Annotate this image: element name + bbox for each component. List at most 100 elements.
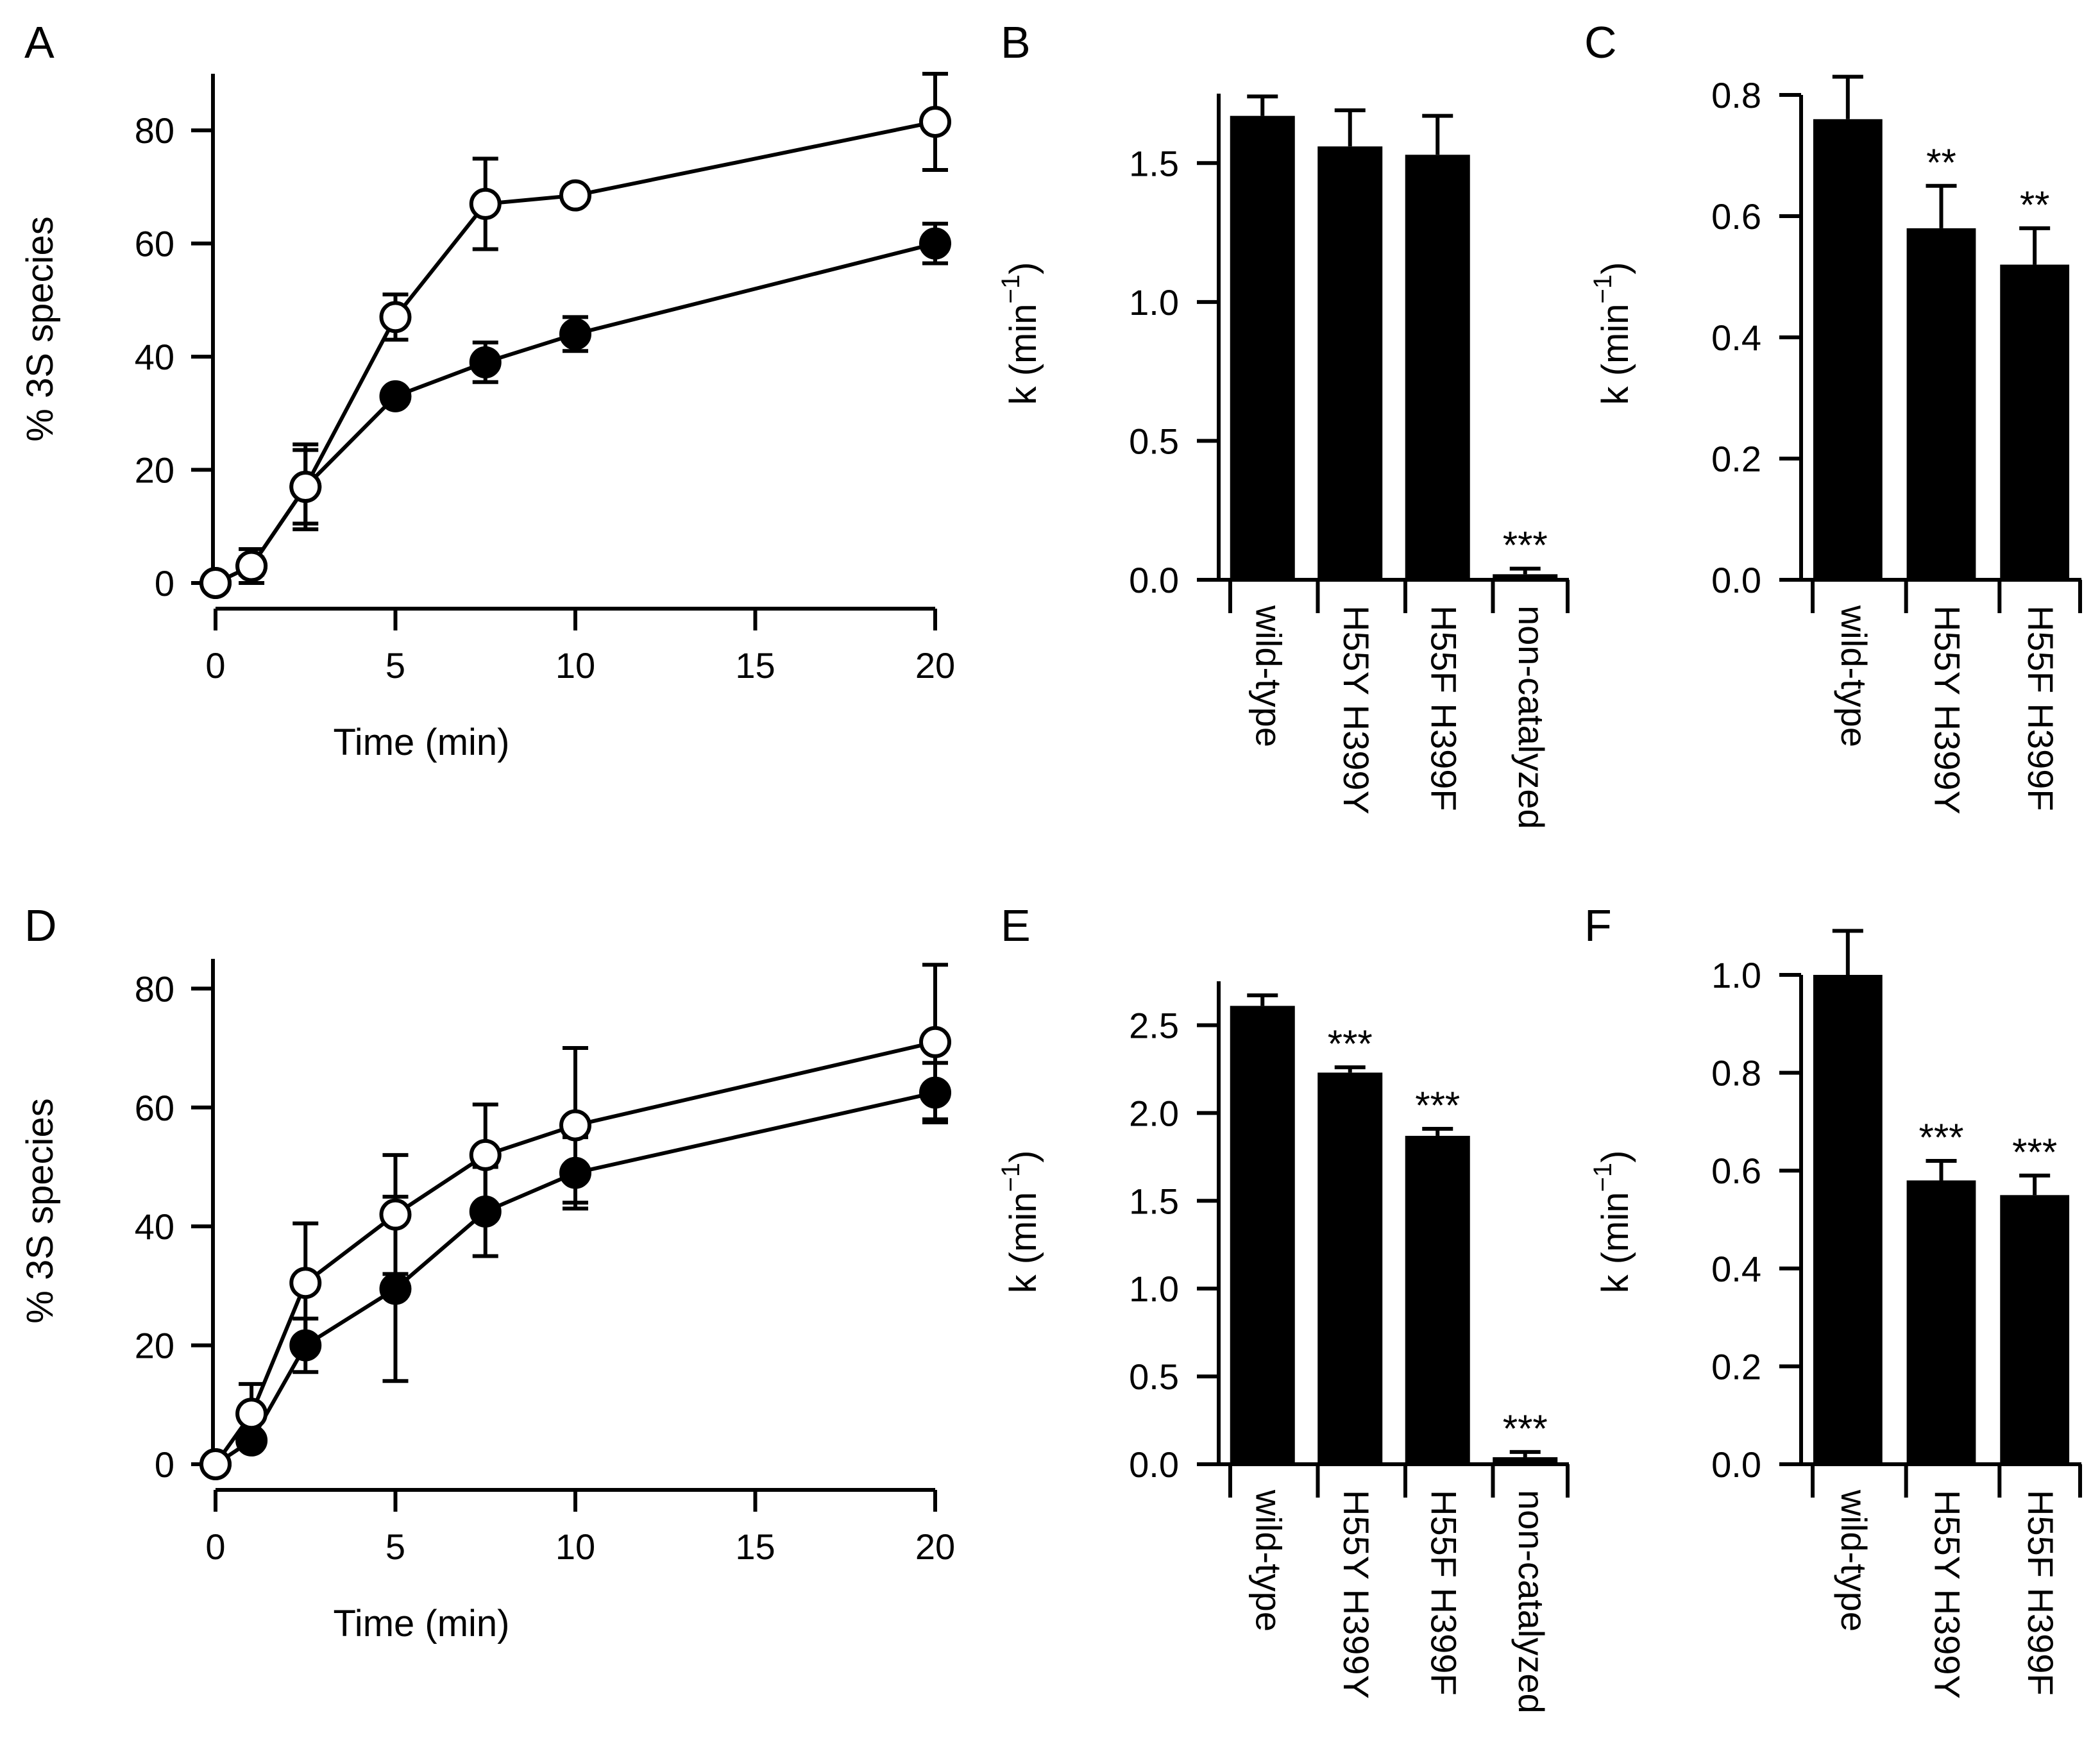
y-label-superscript: −1 (997, 1163, 1025, 1192)
y-tick-label: 0.6 (1711, 1151, 1761, 1191)
bar (1405, 1135, 1470, 1464)
y-tick-label: 0 (155, 1444, 174, 1485)
y-tick-label: 0.4 (1711, 1249, 1761, 1289)
panel-letter: E (1001, 900, 1031, 951)
y-tick-label: 0.0 (1711, 1444, 1761, 1485)
significance-marker: ** (2020, 183, 2050, 226)
y-label-main: k (min (1003, 304, 1044, 405)
data-point (559, 1109, 591, 1142)
data-point (379, 1198, 412, 1231)
y-tick-label: 0.0 (1711, 560, 1761, 600)
y-tick-label: 1.5 (1129, 143, 1179, 183)
bar (1813, 975, 1883, 1464)
y-tick-label: 0.5 (1129, 421, 1179, 461)
x-tick-label: 5 (385, 1526, 405, 1567)
series-open (199, 963, 951, 1480)
y-tick-label: 0.2 (1711, 439, 1761, 479)
series-filled (199, 221, 951, 599)
data-point (235, 1398, 268, 1430)
x-axis-label: Time (min) (334, 1603, 510, 1644)
y-label-main: k (min (1595, 1192, 1636, 1294)
series-open (199, 72, 951, 599)
x-tick-label: 0 (205, 645, 225, 686)
panel-letter: C (1584, 17, 1617, 67)
bar (1405, 155, 1470, 580)
x-tick-label: 10 (555, 1526, 595, 1567)
category-label: non-catalyzed (1511, 1490, 1552, 1714)
panel-f: F 0.0 0.2 0.4 0.6 0.8 1.0 k (min−1) wild-type ***… (1584, 900, 2082, 1699)
y-tick-label: 40 (135, 1206, 174, 1247)
y-label-main: k (min (1003, 1192, 1044, 1294)
y-tick-label: 20 (135, 450, 174, 491)
y-tick-label: 0.6 (1711, 196, 1761, 237)
category-label: wild-type (1834, 605, 1874, 747)
bar (1493, 574, 1558, 580)
significance-marker: *** (1503, 1407, 1548, 1450)
panel-letter: A (24, 17, 55, 67)
x-tick-label: 20 (915, 1526, 955, 1567)
y-tick-label: 0.5 (1129, 1356, 1179, 1397)
panel-letter: D (24, 900, 57, 951)
y-tick-label: 2.5 (1129, 1005, 1179, 1045)
x-tick-label: 20 (915, 645, 955, 686)
y-label-close: ) (1003, 1151, 1044, 1163)
bar (1906, 228, 1976, 580)
y-tick-label: 1.0 (1711, 955, 1761, 995)
bar (1813, 119, 1883, 580)
significance-marker: *** (2012, 1131, 2057, 1174)
y-tick-label: 1.0 (1129, 1269, 1179, 1309)
panel-c: C 0.0 0.2 0.4 0.6 0.8 k (min−1) wild-type ** H55Y… (1584, 17, 2082, 815)
significance-marker: ** (1926, 141, 1956, 184)
y-tick-label: 0.8 (1711, 75, 1761, 115)
panel-letter: B (1001, 17, 1031, 67)
category-label: wild-type (1834, 1489, 1874, 1632)
y-tick-label: 1.5 (1129, 1181, 1179, 1221)
y-label-close: ) (1003, 262, 1044, 275)
panel-a: A 0 20 40 60 80 0 5 10 15 20 Time (min) % 3S species (19, 17, 955, 763)
data-point (919, 227, 951, 260)
data-point (919, 1026, 951, 1058)
y-tick-label: 0.2 (1711, 1346, 1761, 1387)
category-label: wild-type (1248, 605, 1289, 747)
data-point (919, 105, 951, 138)
y-tick-label: 60 (135, 224, 174, 264)
x-tick-label: 0 (205, 1526, 225, 1567)
y-tick-label: 20 (135, 1326, 174, 1366)
y-axis-label: k (min−1) (997, 262, 1044, 405)
x-tick-label: 15 (735, 1526, 775, 1567)
panel-letter: F (1584, 900, 1612, 951)
bar (1230, 115, 1295, 580)
category-label: H55F H399F (2020, 605, 2061, 811)
significance-marker: *** (1918, 1116, 1963, 1159)
data-point (559, 179, 591, 212)
category-label: non-catalyzed (1511, 605, 1552, 829)
y-tick-label: 80 (135, 110, 174, 151)
bar (1230, 1006, 1295, 1464)
y-axis-label: k (min−1) (997, 1151, 1044, 1294)
data-point (559, 317, 591, 350)
data-point (469, 187, 502, 220)
bar (1317, 146, 1383, 580)
data-point (379, 380, 412, 412)
y-tick-label: 0 (155, 563, 174, 604)
category-label: H55Y H399Y (1336, 1490, 1376, 1699)
x-tick-label: 15 (735, 645, 775, 686)
bar (2000, 264, 2070, 580)
significance-marker: *** (1503, 524, 1548, 567)
category-label: H55Y H399Y (1336, 605, 1376, 815)
y-axis-label: k (min−1) (1589, 262, 1636, 405)
series-line (214, 241, 936, 585)
data-point (469, 346, 502, 378)
data-point (379, 1272, 412, 1305)
y-tick-label: 80 (135, 968, 174, 1009)
y-axis-label: % 3S species (19, 216, 61, 441)
y-tick-label: 40 (135, 337, 174, 377)
data-point (199, 567, 232, 599)
y-tick-label: 0.0 (1129, 560, 1179, 600)
y-label-superscript: −1 (1589, 275, 1617, 304)
data-point (289, 1267, 322, 1299)
panel-b: B 0.0 0.5 1.0 1.5 k (min−1) wild-type H55Y H399… (997, 17, 1570, 829)
x-axis-label: Time (min) (334, 722, 510, 763)
x-tick-label: 10 (555, 645, 595, 686)
